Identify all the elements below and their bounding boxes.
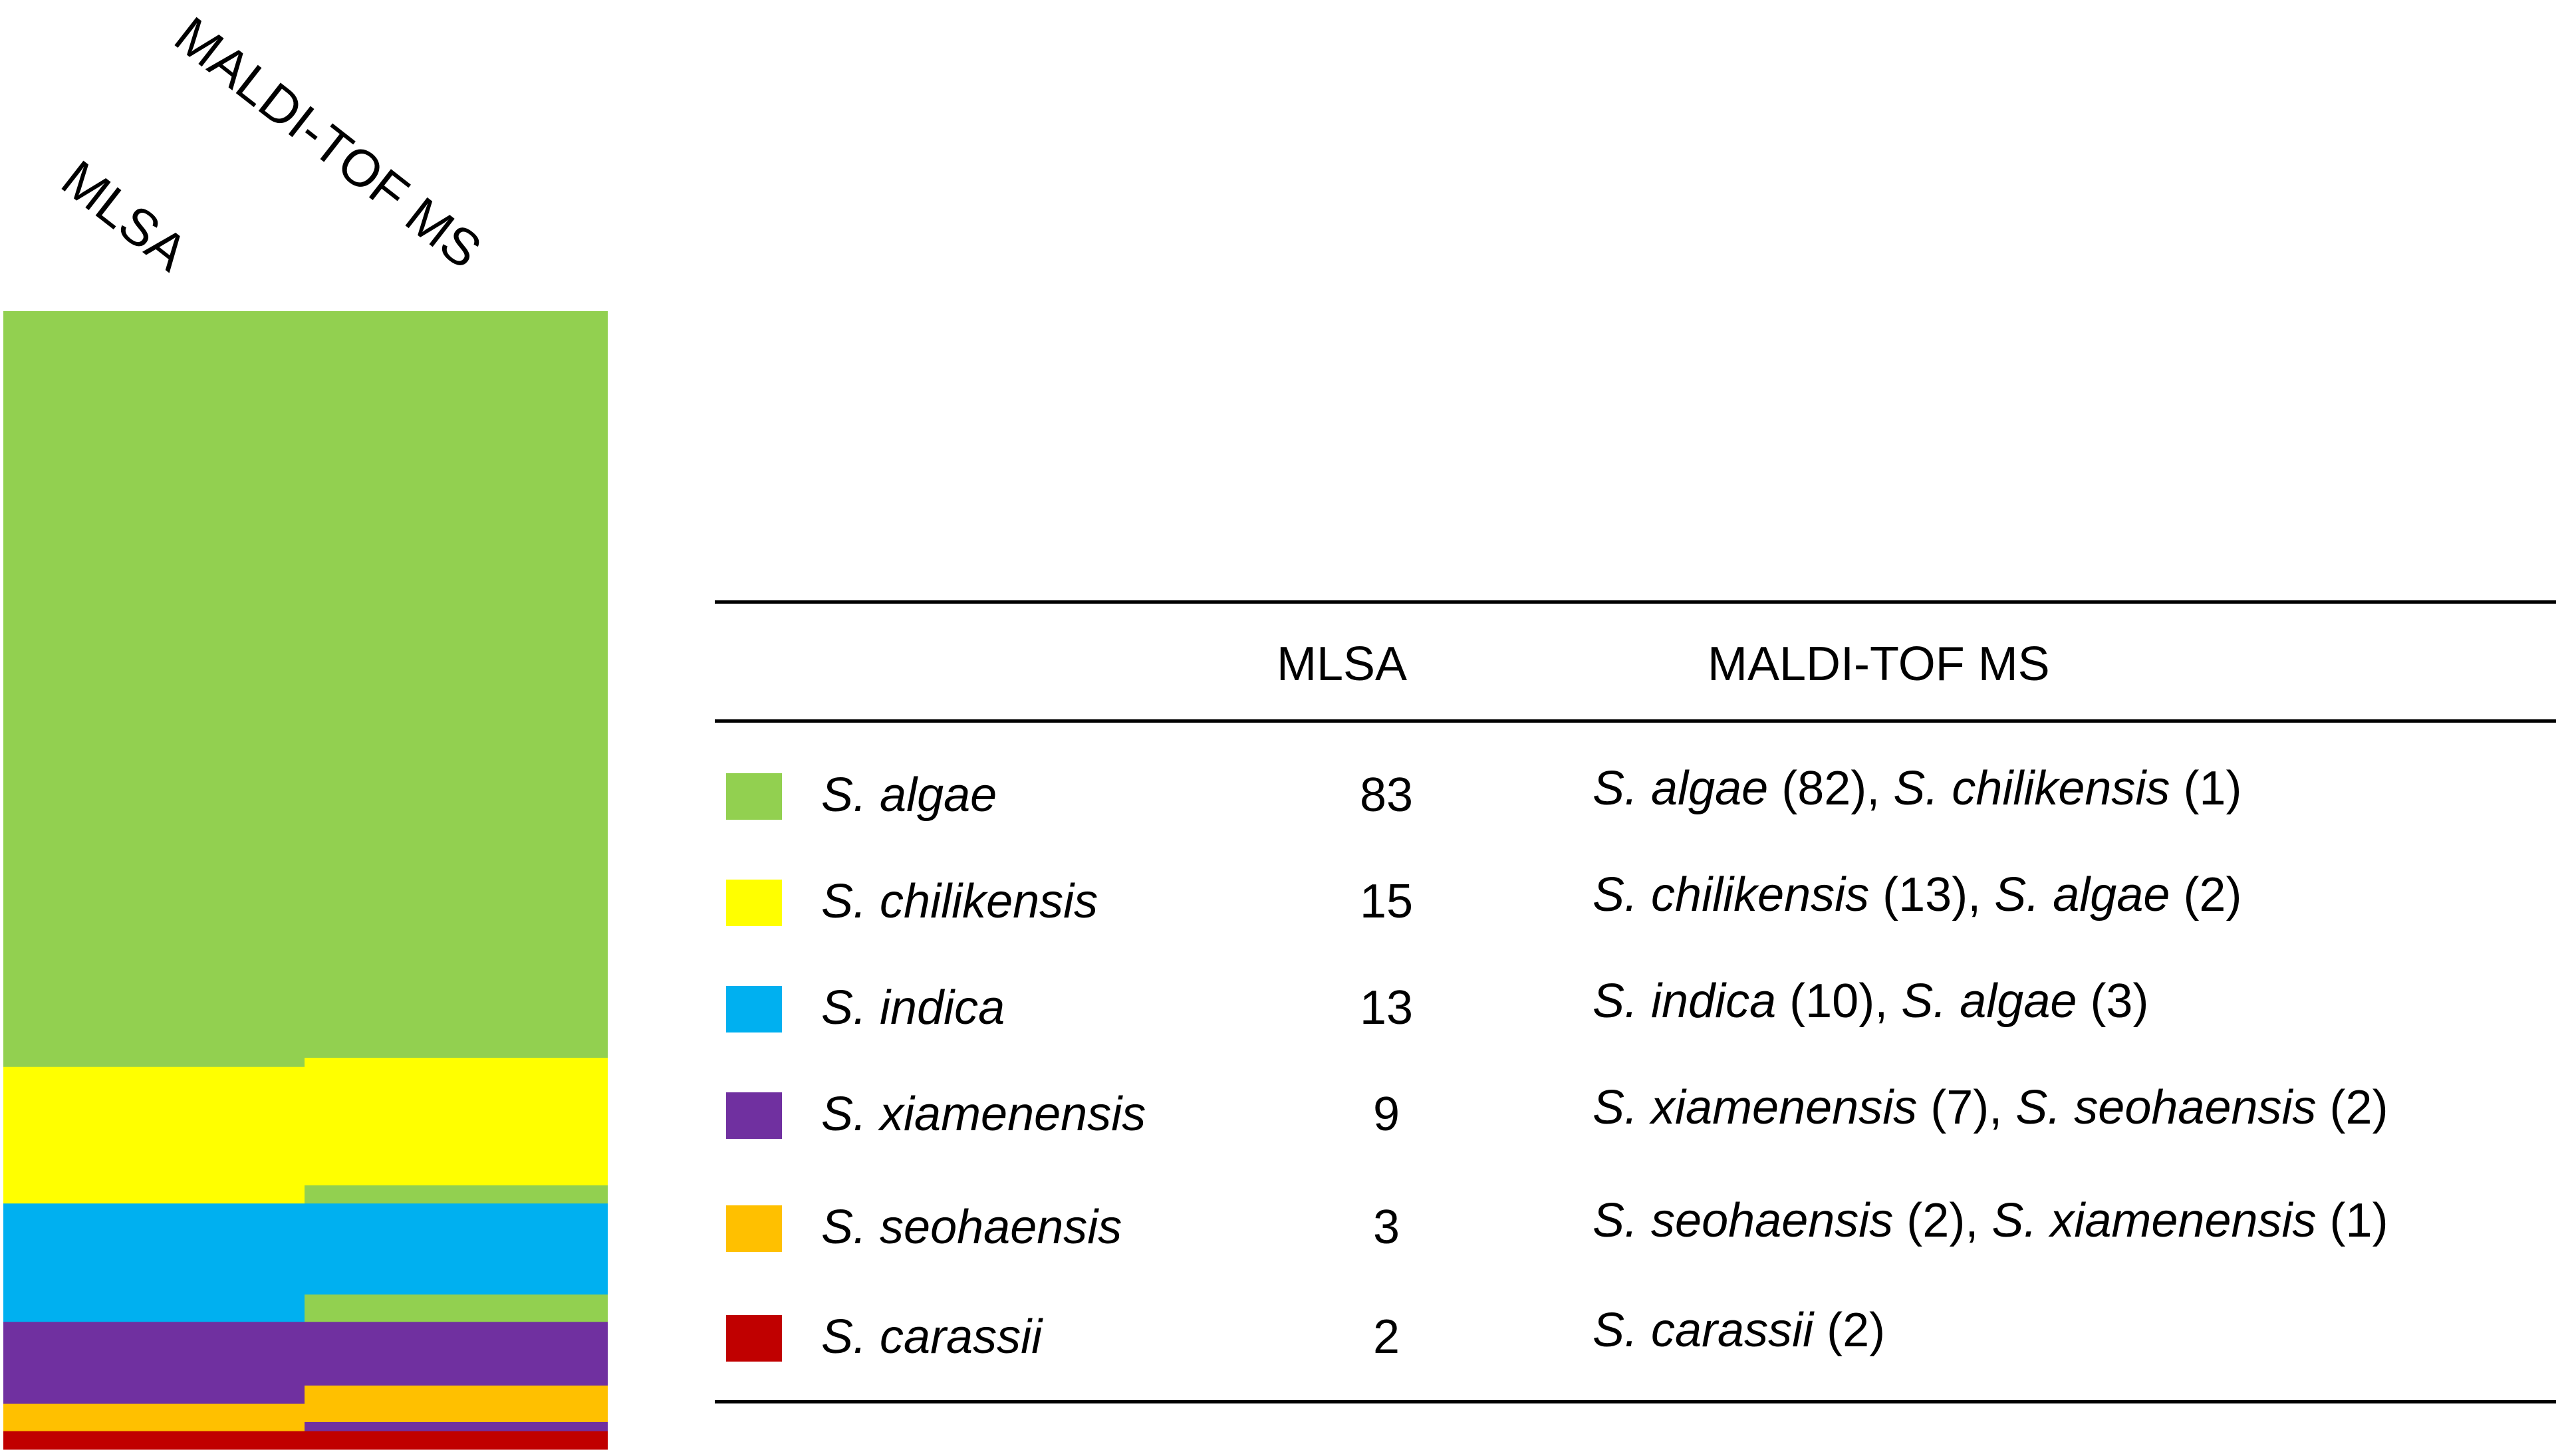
maldi-species: S. xiamenensis <box>1991 1194 2317 1247</box>
maldi-count: 1 <box>2345 1194 2372 1247</box>
bar-maldi-s-chilikensis-as-s-algae <box>305 1185 608 1204</box>
table-header-maldi: MALDI-TOF MS <box>1708 638 2050 691</box>
row-maldi-result: S. algae (82), S. chilikensis (1) <box>1593 762 2242 815</box>
row-maldi-result: S. xiamenensis (7), S. seohaensis (2) <box>1593 1081 2388 1134</box>
table-header-rule <box>715 719 2556 723</box>
bar-maldi-s-xiamenensis-as-s-seohaensis <box>305 1386 608 1405</box>
bar-mlsa-s-chilikensis <box>3 1066 305 1204</box>
row-species-label: S. xiamenensis <box>821 1088 1146 1141</box>
row-mlsa-count: 3 <box>1372 1201 1400 1254</box>
bar-maldi-s-chilikensis-as-s-chilikensis <box>305 1066 608 1186</box>
bar-maldi-s-seohaensis-as-s-xiamenensis <box>305 1421 608 1432</box>
bar-maldi-s-carassii-as-s-carassii <box>305 1431 608 1450</box>
row-species-label: S. algae <box>821 769 997 822</box>
table-row: S. carassii 2 S. carassii (2) <box>715 1298 2556 1378</box>
bar-maldi-s-indica-as-s-algae <box>305 1294 608 1322</box>
row-maldi-result: S. indica (10), S. algae (3) <box>1593 975 2149 1028</box>
maldi-count: 13 <box>1898 868 1952 921</box>
maldi-species: S. algae <box>1593 762 1769 815</box>
row-mlsa-count: 83 <box>1359 769 1414 822</box>
table-header-mlsa: MLSA <box>1277 638 1408 691</box>
table-row: S. algae 83 S. algae (82), S. chilikensis … <box>715 757 2556 836</box>
bar-maldi-s-seohaensis-as-s-seohaensis <box>305 1403 608 1423</box>
maldi-species: S. algae <box>1901 975 2077 1028</box>
bar-mlsa-s-xiamenensis <box>3 1322 305 1405</box>
maldi-count: 82 <box>1797 762 1851 815</box>
row-species-label: S. seohaensis <box>821 1201 1122 1254</box>
table-row: S. chilikensis 15 S. chilikensis (13), S. … <box>715 863 2556 943</box>
maldi-species: S. algae <box>1994 868 2170 921</box>
bar-maldi-s-xiamenensis-as-s-xiamenensis <box>305 1322 608 1386</box>
maldi-count: 10 <box>1805 975 1859 1028</box>
maldi-count: 2 <box>1922 1194 1950 1247</box>
bar-maldi-s-indica-as-s-indica <box>305 1203 608 1295</box>
legend-swatch <box>726 986 782 1032</box>
row-species-label: S. indica <box>821 981 1005 1034</box>
bar-mlsa-s-algae <box>3 311 305 1068</box>
table-bottom-rule <box>715 1400 2556 1403</box>
row-species-label: S. chilikensis <box>821 875 1098 928</box>
maldi-count: 3 <box>2106 975 2133 1028</box>
row-maldi-result: S. seohaensis (2), S. xiamenensis (1) <box>1593 1194 2388 1247</box>
row-mlsa-count: 13 <box>1359 981 1414 1034</box>
maldi-count: 2 <box>2199 868 2226 921</box>
maldi-count: 1 <box>2199 762 2226 815</box>
maldi-species: S. indica <box>1593 975 1777 1028</box>
maldi-count: 2 <box>1843 1304 1870 1357</box>
row-mlsa-count: 15 <box>1359 875 1414 928</box>
maldi-species: S. seohaensis <box>2015 1081 2317 1134</box>
row-mlsa-count: 2 <box>1372 1310 1400 1364</box>
stacked-column-chart <box>3 311 608 1450</box>
row-maldi-result: S. carassii (2) <box>1593 1304 1886 1357</box>
maldi-species: S. xiamenensis <box>1593 1081 1918 1134</box>
maldi-species: S. chilikensis <box>1593 868 1870 921</box>
table-row: S. seohaensis 3 S. seohaensis (2), S. xiam… <box>715 1189 2556 1269</box>
table-top-rule <box>715 600 2556 604</box>
bar-maldi-s-algae-as-s-chilikensis <box>305 1058 608 1068</box>
maldi-count: 7 <box>1946 1081 1974 1134</box>
bar-mlsa-s-indica <box>3 1203 305 1322</box>
maldi-species: S. chilikensis <box>1893 762 2170 815</box>
bar-mlsa-s-seohaensis <box>3 1403 305 1432</box>
table-row: S. xiamenensis 9 S. xiamenensis (7), S. se… <box>715 1076 2556 1155</box>
row-species-label: S. carassii <box>821 1310 1043 1364</box>
maldi-species: S. carassii <box>1593 1304 1814 1357</box>
legend-swatch <box>726 1315 782 1362</box>
legend-swatch <box>726 1092 782 1139</box>
row-maldi-result: S. chilikensis (13), S. algae (2) <box>1593 868 2242 921</box>
legend-swatch <box>726 1205 782 1252</box>
bar-mlsa-s-carassii <box>3 1431 305 1450</box>
table-row: S. indica 13 S. indica (10), S. algae (3) <box>715 969 2556 1049</box>
maldi-species: S. seohaensis <box>1593 1194 1894 1247</box>
legend-swatch <box>726 773 782 820</box>
bar-maldi-s-algae-as-s-algae <box>305 311 608 1058</box>
row-mlsa-count: 9 <box>1372 1088 1400 1141</box>
legend-swatch <box>726 880 782 926</box>
maldi-count: 2 <box>2345 1081 2372 1134</box>
